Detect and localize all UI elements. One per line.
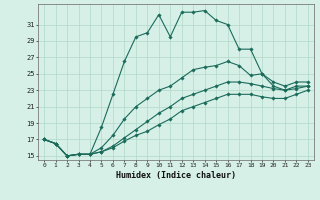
X-axis label: Humidex (Indice chaleur): Humidex (Indice chaleur) (116, 171, 236, 180)
